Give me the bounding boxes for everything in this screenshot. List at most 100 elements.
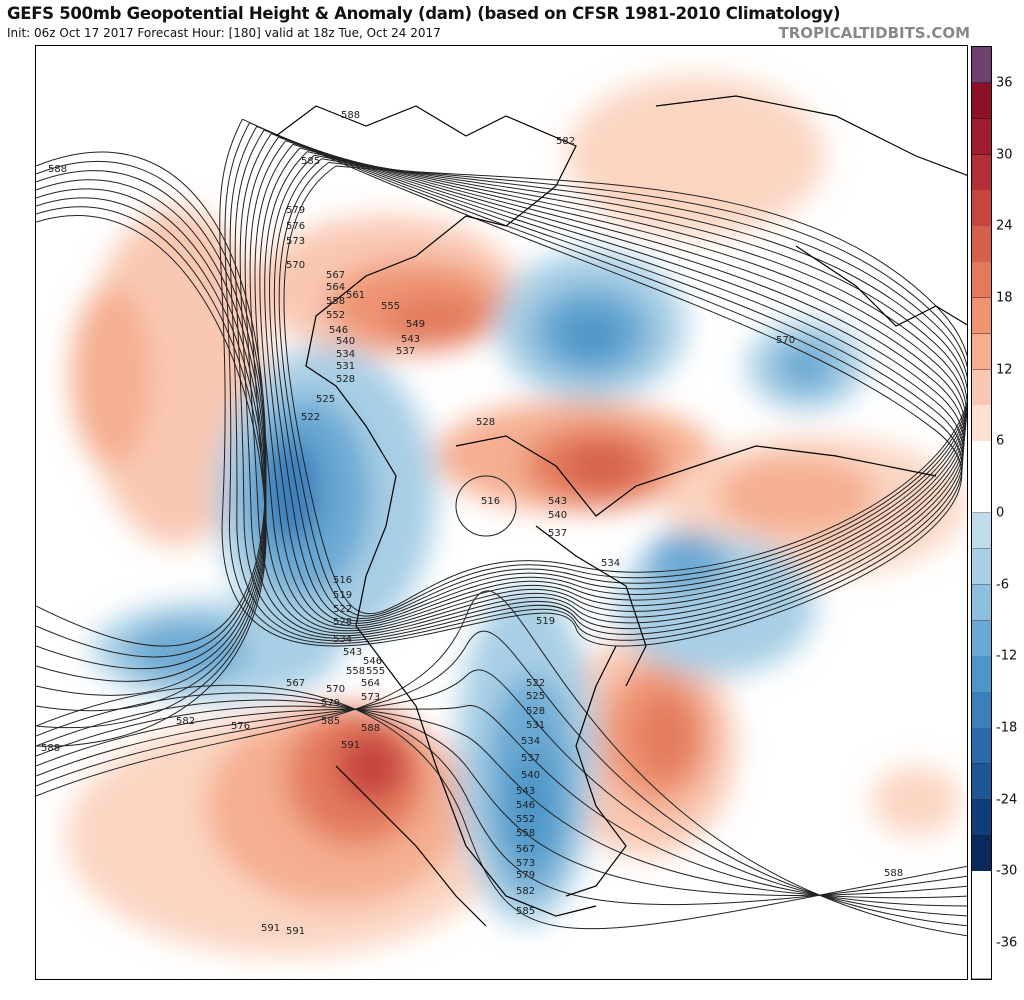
colorbar-segment	[972, 513, 991, 550]
colorbar-tick-label: -24	[996, 792, 1018, 808]
contour-label: 552	[326, 310, 345, 321]
colorbar-segment	[972, 835, 991, 872]
anomaly-region	[716, 456, 876, 536]
colorbar-segment	[972, 190, 991, 227]
height-contour	[273, 158, 967, 620]
contour-label: 540	[548, 510, 567, 521]
height-contour	[36, 705, 967, 907]
anomaly-region	[776, 341, 836, 391]
colorbar-tick-label: -18	[996, 720, 1018, 736]
colorbar-segment	[972, 441, 991, 478]
colorbar-segment	[972, 584, 991, 622]
map-title: GEFS 500mb Geopotential Height & Anomaly…	[7, 4, 841, 23]
contour-label: 558	[346, 666, 365, 677]
contour-label: 579	[321, 698, 340, 709]
colorbar-segment	[972, 692, 991, 729]
map-subtitle: Init: 06z Oct 17 2017 Forecast Hour: [18…	[7, 26, 441, 40]
contour-label: 588	[48, 164, 67, 175]
colorbar-segment	[972, 907, 991, 944]
height-contour	[36, 590, 967, 937]
contour-label: 522	[301, 412, 320, 423]
colorbar-segment	[972, 333, 991, 371]
contour-label: 567	[326, 270, 345, 281]
contour-label: 543	[548, 496, 567, 507]
height-contour	[36, 630, 967, 927]
contour-label: 579	[516, 870, 535, 881]
contour-label: 576	[286, 221, 305, 232]
colorbar-segment	[972, 548, 991, 586]
colorbar-segment	[972, 226, 991, 263]
contour-label: 570	[776, 335, 795, 346]
colorbar-segment	[972, 871, 991, 908]
contour-label: 588	[41, 743, 60, 754]
height-contour	[278, 161, 967, 617]
coastline	[455, 435, 937, 517]
contour-label: 588	[361, 723, 380, 734]
height-contour	[219, 118, 962, 647]
height-contour	[264, 151, 967, 624]
colorbar-segment	[972, 154, 991, 191]
height-contour	[36, 684, 967, 930]
colorbar-tick-label: 36	[996, 75, 1013, 91]
height-contour	[224, 122, 963, 644]
colorbar-tick-label: 18	[996, 290, 1013, 306]
contour-label: 579	[286, 205, 305, 216]
contour-label: 549	[406, 319, 425, 330]
contour-label: 582	[516, 886, 535, 897]
contour-label: 573	[516, 858, 535, 869]
brand-watermark: TROPICALTIDBITS.COM	[778, 24, 971, 42]
anomaly-region	[126, 621, 246, 681]
contour-label: 582	[176, 716, 195, 727]
height-contour	[36, 215, 267, 747]
contour-label: 531	[336, 361, 355, 372]
height-contour	[455, 475, 517, 537]
contour-label: 591	[286, 926, 305, 937]
contour-label: 561	[346, 290, 365, 301]
colorbar-segment	[972, 262, 991, 299]
contour-label: 528	[336, 374, 355, 385]
colorbar-segment	[972, 405, 991, 442]
colorbar-tick-label: 12	[996, 362, 1013, 378]
coastline	[275, 105, 577, 387]
coastline	[565, 645, 627, 897]
colorbar-tick-label: -6	[996, 577, 1009, 593]
colorbar-segment	[972, 297, 991, 335]
coastline	[795, 245, 967, 327]
colorbar-segment	[972, 728, 991, 765]
colorbar-tick-label: 0	[996, 505, 1005, 521]
colorbar-tick-label: 30	[996, 147, 1013, 163]
colorbar-tick-label: -36	[996, 935, 1018, 951]
contour-label: 534	[521, 736, 540, 747]
colorbar-segment	[972, 656, 991, 693]
colorbar-tick-label: 24	[996, 218, 1013, 234]
map-panel: 591 588 582 588 585 579 576 573 570 567 564 561 558 5…	[35, 45, 968, 980]
coastline	[335, 765, 487, 927]
coastline	[655, 95, 967, 176]
contour-label: 564	[361, 678, 380, 689]
contour-label: 540	[336, 336, 355, 347]
anomaly-region	[506, 751, 556, 861]
contour-label: 546	[516, 800, 535, 811]
contour-label: 516	[481, 496, 500, 507]
height-contour	[283, 165, 967, 615]
height-contour	[36, 699, 967, 896]
anomaly-region	[561, 311, 621, 361]
contour-label: 543	[516, 786, 535, 797]
contour-label: 582	[556, 136, 575, 147]
contour-label: 534	[333, 634, 352, 645]
anomaly-region	[871, 766, 961, 836]
contour-label: 558	[516, 828, 535, 839]
colorbar-segment	[972, 620, 991, 657]
contour-label: 528	[526, 706, 545, 717]
contour-label: 585	[301, 156, 320, 167]
contour-label: 519	[536, 616, 555, 627]
contour-label: 525	[526, 691, 545, 702]
contour-label: 573	[286, 236, 305, 247]
contour-label: 576	[231, 721, 250, 732]
contour-label: 558	[326, 296, 345, 307]
anomaly-region	[261, 436, 321, 546]
contour-label: 531	[526, 720, 545, 731]
contour-label: 555	[366, 666, 385, 677]
